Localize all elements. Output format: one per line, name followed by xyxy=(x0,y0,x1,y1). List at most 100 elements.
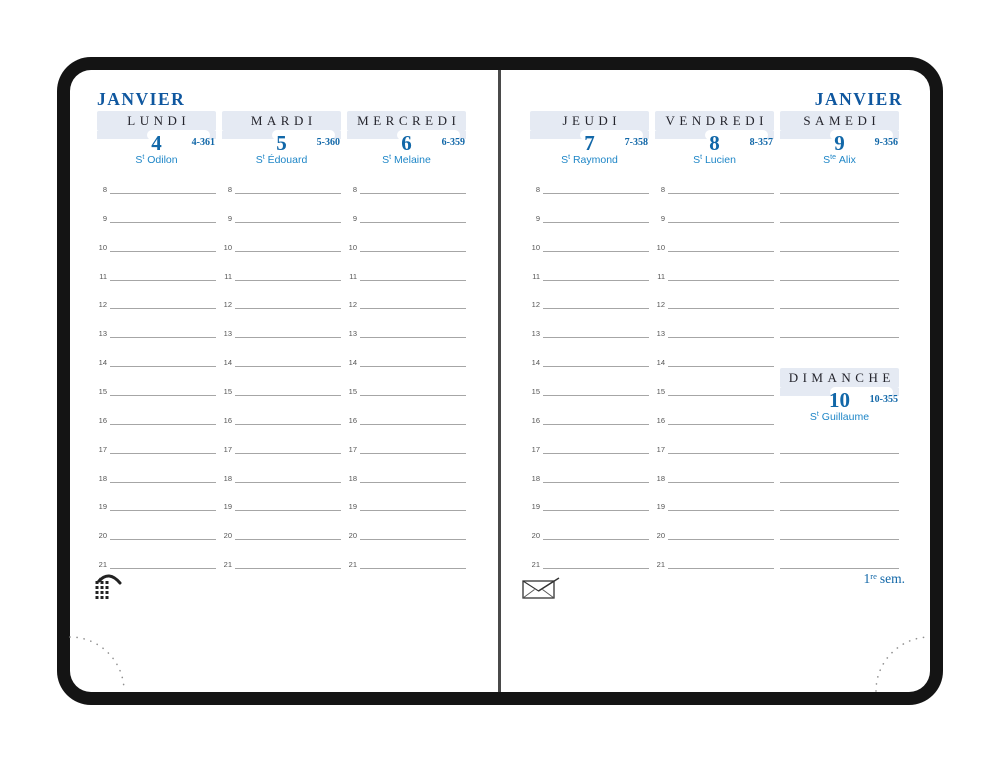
hour-label: 15 xyxy=(531,387,540,396)
week-number: 1 xyxy=(863,571,871,586)
hour-row: 12 xyxy=(655,300,774,309)
hour-row: 20 xyxy=(97,531,216,540)
hour-row: 18 xyxy=(655,474,774,483)
hour-row: 10 xyxy=(655,243,774,252)
hour-line xyxy=(780,453,899,454)
hour-row: 16 xyxy=(530,416,649,425)
hour-label: 12 xyxy=(98,300,107,309)
saint-name: St Guillaume xyxy=(809,411,870,423)
hour-line xyxy=(543,510,649,511)
hour-line xyxy=(668,539,774,540)
hour-row: 12 xyxy=(97,300,216,309)
hour-row: 18 xyxy=(530,474,649,483)
hour-label: 10 xyxy=(531,243,540,252)
hour-label: 8 xyxy=(227,185,232,194)
hour-label: 17 xyxy=(223,445,232,454)
hour-line xyxy=(543,280,649,281)
hour-line xyxy=(235,308,341,309)
hour-row: 13 xyxy=(222,329,341,338)
hour-label: 9 xyxy=(352,214,357,223)
hour-line xyxy=(110,539,216,540)
hour-line xyxy=(235,280,341,281)
hour-label: 13 xyxy=(531,329,540,338)
hour-line xyxy=(668,193,774,194)
hour-line xyxy=(360,568,466,569)
hour-row xyxy=(780,560,899,569)
hour-label: 14 xyxy=(348,358,357,367)
day-name-label: DIMANCHE xyxy=(788,370,895,385)
hour-line xyxy=(668,222,774,223)
hour-row: 18 xyxy=(97,474,216,483)
hour-line xyxy=(543,251,649,252)
hour-label: 16 xyxy=(223,416,232,425)
hour-label: 21 xyxy=(348,560,357,569)
hour-row: 21 xyxy=(530,560,649,569)
date-number: 5 xyxy=(276,131,287,155)
hour-row: 15 xyxy=(655,387,774,396)
hour-label: 8 xyxy=(102,185,107,194)
hour-row xyxy=(780,502,899,511)
day-name-header-vendredi: VENDREDI xyxy=(655,111,774,140)
hour-row: 19 xyxy=(222,502,341,511)
hour-label: 20 xyxy=(531,531,540,540)
hour-line xyxy=(543,539,649,540)
hour-row: 12 xyxy=(530,300,649,309)
hour-row: 17 xyxy=(347,445,466,454)
week-number-label: 1re sem. xyxy=(780,571,905,587)
hour-line xyxy=(780,280,899,281)
day-name-label: MARDI xyxy=(250,113,317,128)
hour-line xyxy=(543,395,649,396)
hour-line xyxy=(360,222,466,223)
hour-row: 15 xyxy=(222,387,341,396)
date-row-dimanche: 10 10-355 xyxy=(780,388,899,412)
hour-label: 9 xyxy=(102,214,107,223)
hour-label: 11 xyxy=(99,272,107,281)
hour-line xyxy=(110,280,216,281)
hour-label: 10 xyxy=(98,243,107,252)
hour-label: 10 xyxy=(223,243,232,252)
hour-line xyxy=(110,366,216,367)
hour-label: 18 xyxy=(656,474,665,483)
hour-line xyxy=(543,222,649,223)
hour-line xyxy=(780,308,899,309)
hour-label: 18 xyxy=(348,474,357,483)
hour-row: 16 xyxy=(97,416,216,425)
hour-line xyxy=(360,424,466,425)
hour-label: 12 xyxy=(348,300,357,309)
hour-line xyxy=(360,308,466,309)
page-divider xyxy=(498,70,501,692)
hour-row: 21 xyxy=(222,560,341,569)
header-band-notch xyxy=(704,130,769,140)
hour-line xyxy=(543,568,649,569)
hour-row xyxy=(780,329,899,338)
hour-label: 16 xyxy=(98,416,107,425)
hour-row: 8 xyxy=(655,185,774,194)
hour-label: 19 xyxy=(98,502,107,511)
hour-line xyxy=(668,568,774,569)
header-band-strip xyxy=(347,130,466,140)
hour-row: 8 xyxy=(530,185,649,194)
hour-label: 11 xyxy=(224,272,232,281)
hour-label: 21 xyxy=(656,560,665,569)
day-name-header-mercredi: MERCREDI xyxy=(347,111,466,140)
hour-label: 12 xyxy=(656,300,665,309)
hour-line xyxy=(360,453,466,454)
hour-row: 15 xyxy=(530,387,649,396)
header-band-notch xyxy=(829,387,894,397)
hour-row: 10 xyxy=(347,243,466,252)
date-number: 9 xyxy=(834,131,845,155)
hour-line xyxy=(360,193,466,194)
hour-row: 12 xyxy=(222,300,341,309)
hour-label: 19 xyxy=(223,502,232,511)
hour-row: 16 xyxy=(222,416,341,425)
hour-line xyxy=(360,337,466,338)
hour-line xyxy=(235,222,341,223)
hour-line xyxy=(360,280,466,281)
saint-name: St Odilon xyxy=(135,154,178,166)
hour-label: 17 xyxy=(348,445,357,454)
hour-row xyxy=(780,300,899,309)
day-name-label: MERCREDI xyxy=(357,113,461,128)
hour-label: 8 xyxy=(660,185,665,194)
day-of-year-counter: 9-356 xyxy=(874,137,898,148)
hour-row: 10 xyxy=(97,243,216,252)
